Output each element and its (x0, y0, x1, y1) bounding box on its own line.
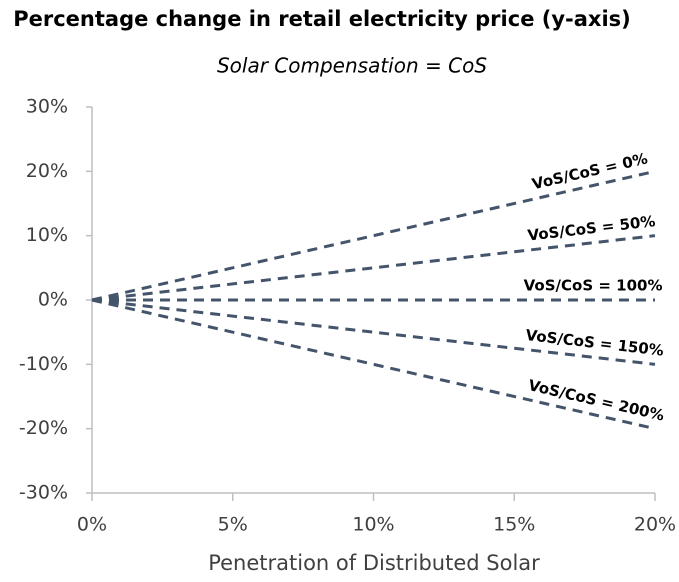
x-tick-label: 20% (634, 514, 676, 536)
y-tick-label: 10% (26, 224, 68, 246)
chart-title: Percentage change in retail electricity … (13, 7, 631, 31)
series-label: VoS/CoS = 50% (527, 212, 657, 244)
x-tick-label: 0% (77, 514, 107, 536)
y-tick-label: -20% (19, 417, 68, 439)
x-tick-label: 10% (352, 514, 394, 536)
y-tick-label: -30% (19, 482, 68, 504)
series-label: VoS/CoS = 150% (525, 326, 665, 360)
y-tick-label: 20% (26, 160, 68, 182)
y-tick-label: 0% (38, 289, 68, 311)
chart-subtitle: Solar Compensation = CoS (217, 54, 487, 78)
series-line (91, 234, 656, 302)
x-axis-label: Penetration of Distributed Solar (208, 551, 540, 575)
y-tick-label: -10% (19, 353, 68, 375)
series-line (91, 298, 656, 366)
series-line (91, 169, 656, 302)
series-label: VoS/CoS = 100% (524, 277, 663, 295)
x-tick-label: 5% (218, 514, 248, 536)
y-tick-label: 30% (26, 96, 68, 118)
series-label: VoS/CoS = 200% (527, 376, 666, 424)
x-tick-label: 15% (493, 514, 535, 536)
series-line (91, 298, 656, 431)
